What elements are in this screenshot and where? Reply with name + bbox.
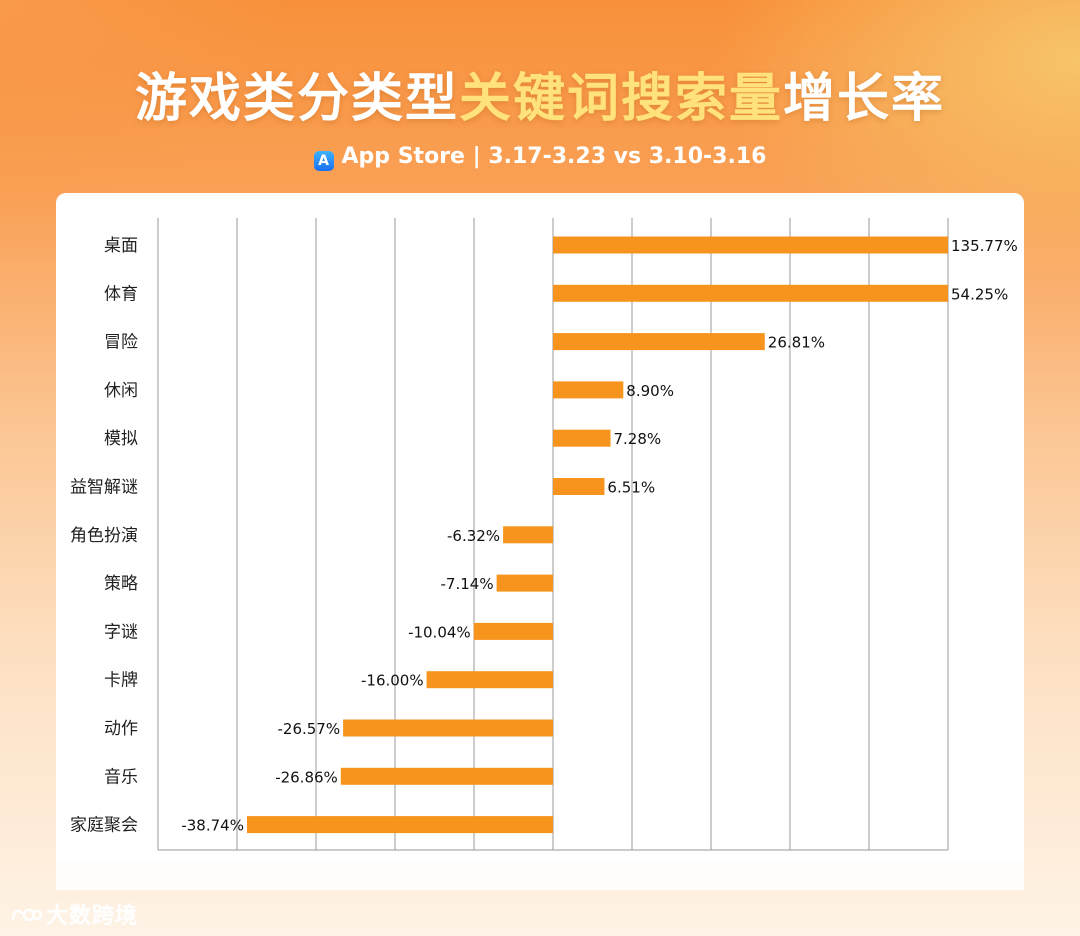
category-label: 模拟 (104, 429, 138, 449)
category-label: 体育 (104, 284, 138, 304)
bar-5 (553, 478, 605, 495)
bar-8 (473, 622, 553, 640)
brand-watermark: 大数跨境 (10, 898, 138, 930)
bar-3 (553, 381, 624, 399)
value-label: 7.28% (614, 430, 662, 448)
bar-1 (553, 284, 948, 302)
value-label: -7.14% (441, 575, 494, 593)
chart-title: 游戏类分类型关键词搜索量增长率 (134, 69, 946, 129)
category-label: 卡牌 (104, 671, 138, 691)
value-label: -38.74% (181, 817, 244, 835)
value-label: 6.51% (607, 479, 655, 497)
value-label: -16.00% (361, 672, 424, 690)
chart-subtitle: A App Store | 3.17-3.23 vs 3.10-3.16 (0, 144, 1080, 171)
category-label: 字谜 (104, 622, 138, 642)
value-label: -26.86% (275, 768, 338, 786)
category-label: 冒险 (104, 333, 138, 353)
bar-7 (496, 574, 553, 592)
app-store-icon: A (313, 151, 334, 171)
card-footer (56, 862, 1024, 890)
category-label: 休闲 (104, 381, 138, 401)
bar-10 (343, 719, 553, 737)
category-label: 角色扮演 (70, 526, 138, 546)
bar-4 (553, 429, 611, 447)
value-label: 8.90% (626, 382, 674, 400)
category-label: 策略 (104, 574, 138, 594)
bar-9 (426, 671, 553, 689)
value-label: -6.32% (447, 527, 500, 545)
value-label: 135.77% (951, 237, 1018, 255)
category-label: 益智解谜 (70, 478, 138, 498)
bar-0 (553, 236, 948, 254)
bar-11 (340, 767, 553, 785)
value-label: -26.57% (277, 720, 340, 738)
bar-2 (553, 333, 765, 351)
value-label: -10.04% (408, 623, 471, 641)
bar-12 (246, 816, 554, 834)
category-label: 家庭聚会 (70, 816, 138, 836)
value-label: 26.81% (768, 334, 825, 352)
value-label: 54.25% (951, 285, 1008, 303)
category-label: 桌面 (104, 236, 138, 256)
dashu-logo-icon (11, 908, 42, 922)
bar-6 (503, 526, 553, 544)
category-label: 音乐 (104, 767, 138, 787)
category-label: 动作 (104, 719, 138, 739)
